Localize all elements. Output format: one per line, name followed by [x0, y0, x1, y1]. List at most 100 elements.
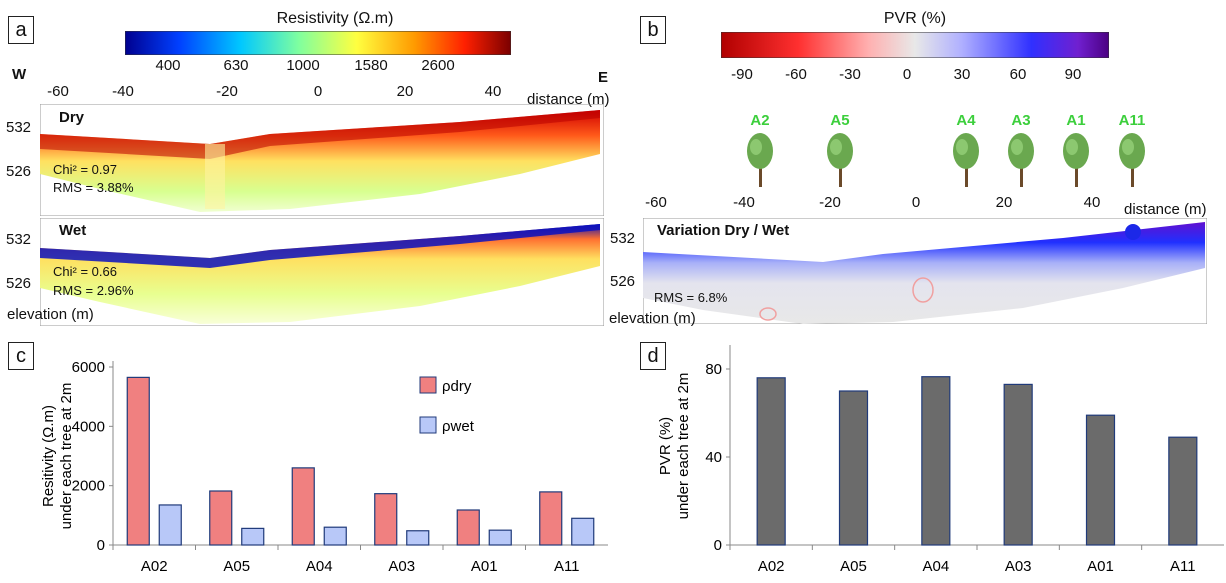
b-distance-label: distance (m): [1124, 201, 1207, 218]
a-dist-tick-20: 20: [396, 83, 414, 100]
d-bar-A04: [921, 376, 951, 546]
c-legend-swatch: [419, 376, 437, 394]
c-bar-A03-dry: [374, 493, 398, 546]
dry-section-label: Dry: [59, 109, 85, 126]
d-ytick-label: 40: [705, 449, 722, 466]
dry-elev-tick-526: 526: [6, 163, 32, 180]
tree-label: A2: [750, 112, 770, 129]
c-bar-A01-dry: [456, 509, 480, 546]
a-elevation-label: elevation (m): [7, 306, 94, 323]
c-bar-A01-wet: [488, 529, 512, 546]
pvr-colorbar: [721, 32, 1109, 58]
d-xtick-label: A02: [758, 558, 785, 575]
tree-label: A1: [1066, 112, 1086, 129]
d-xtick-label: A11: [1170, 558, 1196, 575]
panel-b-letter: b: [640, 16, 666, 44]
c-bar-A03-wet: [406, 530, 430, 546]
tree-a11: A11: [1112, 112, 1152, 192]
tree-label: A4: [956, 112, 976, 129]
tree-a5: A5: [820, 112, 860, 192]
b-dist-tick-20: 20: [995, 194, 1013, 211]
d-ylabel2: under each tree at 2m: [675, 373, 692, 520]
tree-label: A5: [830, 112, 850, 129]
b-elevation-label: elevation (m): [609, 310, 696, 327]
b-dist-tick-m60: -60: [645, 194, 667, 211]
c-ytick-label: 6000: [72, 359, 105, 376]
c-bar-A02-wet: [158, 504, 182, 546]
c-xtick-label: A03: [388, 558, 415, 575]
d-bar-A01: [1085, 414, 1116, 546]
b-dist-tick-40: 40: [1083, 194, 1101, 211]
pvr-cb-tick-30: 30: [953, 66, 971, 83]
wet-rms-stat: RMS = 2.96%: [53, 283, 134, 298]
d-xtick-label: A03: [1005, 558, 1032, 575]
d-ytick-label: 0: [714, 537, 722, 554]
pvr-cb-tick-m60: -60: [785, 66, 807, 83]
tree-icon: [827, 133, 853, 187]
dry-chi-stat: Chi² = 0.97: [53, 162, 117, 177]
chart-d-pvr-bars: 0 40 80 A02 A05 A04 A03 A01 A11 PVR (%) under each…: [657, 345, 1224, 575]
wet-chi-stat: Chi² = 0.66: [53, 264, 117, 279]
pvr-rms-stat: RMS = 6.8%: [654, 290, 728, 305]
tree-a1: A1: [1056, 112, 1096, 192]
pvr-cb-tick-0: 0: [902, 66, 912, 83]
d-xtick-label: A05: [840, 558, 867, 575]
panel-a-letter: a: [8, 16, 34, 44]
b-dist-tick-m40: -40: [733, 194, 755, 211]
dry-resistivity-section: [40, 104, 604, 216]
b-elev-tick-526: 526: [610, 273, 636, 290]
b-dist-tick-m20: -20: [819, 194, 841, 211]
c-xtick-label: A01: [471, 558, 498, 575]
b-elev-tick-532: 532: [610, 230, 636, 247]
tree-icon: [1063, 133, 1089, 187]
res-cb-tick-400: 400: [155, 57, 181, 74]
dry-elev-tick-532: 532: [6, 119, 32, 136]
east-label: E: [598, 69, 609, 86]
wet-elev-tick-532: 532: [6, 231, 32, 248]
d-bar-A03: [1003, 383, 1033, 546]
c-ytick-label: 2000: [72, 478, 105, 495]
pvr-cb-tick-90: 90: [1064, 66, 1082, 83]
tree-label: A11: [1118, 112, 1146, 129]
pvr-cb-tick-m90: -90: [731, 66, 753, 83]
a-dist-tick-m60: -60: [47, 83, 69, 100]
c-xtick-label: A11: [554, 558, 580, 575]
c-legend-label: ρdry: [442, 378, 472, 395]
a-dist-tick-40: 40: [484, 83, 502, 100]
a-dist-tick-0: 0: [313, 83, 323, 100]
d-xtick-label: A04: [922, 558, 949, 575]
wet-resistivity-section: [40, 218, 604, 326]
pvr-variation-section: [643, 218, 1207, 324]
tree-icon: [1119, 133, 1145, 187]
c-bar-A05-wet: [241, 527, 265, 546]
resistivity-colorbar-title: Resistivity (Ω.m): [276, 10, 394, 27]
b-dist-tick-0: 0: [911, 194, 921, 211]
c-ytick-label: 4000: [72, 418, 105, 435]
d-ylabel: PVR (%): [657, 417, 674, 475]
res-cb-tick-1000: 1000: [286, 57, 320, 74]
res-cb-tick-2600: 2600: [421, 57, 455, 74]
c-bar-A11-dry: [539, 491, 563, 546]
c-legend-swatch: [419, 416, 437, 434]
d-bar-A11: [1168, 436, 1198, 546]
wet-section-label: Wet: [59, 222, 87, 239]
res-cb-tick-1580: 1580: [354, 57, 388, 74]
resistivity-colorbar: [125, 31, 511, 55]
res-cb-tick-630: 630: [223, 57, 249, 74]
a-dist-tick-m20: -20: [216, 83, 238, 100]
c-bar-A04-dry: [291, 467, 315, 546]
c-bar-A11-wet: [571, 517, 595, 546]
c-legend-label: ρwet: [442, 418, 475, 435]
c-bar-A04-wet: [323, 526, 347, 546]
c-xtick-label: A02: [141, 558, 168, 575]
c-xtick-label: A04: [306, 558, 333, 575]
d-xtick-label: A01: [1087, 558, 1114, 575]
pvr-cb-tick-60: 60: [1009, 66, 1027, 83]
variation-section-label: Variation Dry / Wet: [657, 222, 790, 239]
tree-label: A3: [1011, 112, 1031, 129]
pvr-colorbar-title: PVR (%): [883, 10, 947, 27]
tree-icon: [953, 133, 979, 187]
d-bar-A02: [756, 377, 786, 546]
tree-icon: [1008, 133, 1034, 187]
tree-a4: A4: [946, 112, 986, 192]
